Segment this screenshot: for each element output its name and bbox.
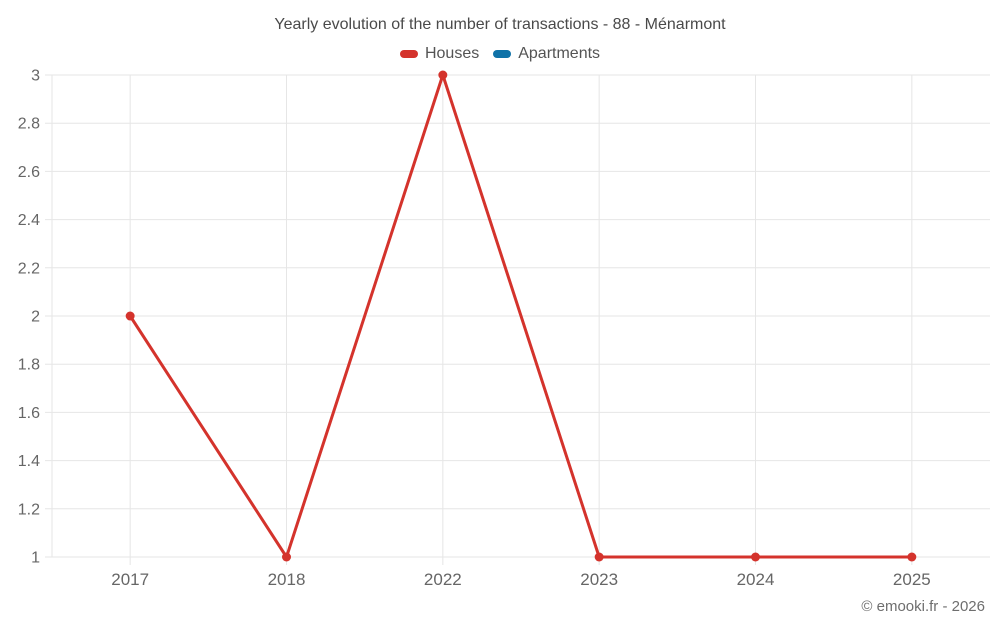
apartments-legend-label: Apartments [518,45,601,62]
series-line-houses [128,73,914,559]
x-axis-tick-label: 2022 [424,570,462,589]
x-axis-tick-label: 2023 [580,570,618,589]
chart-title: Yearly evolution of the number of transa… [274,16,726,33]
data-point-houses-2023[interactable] [594,552,604,562]
x-axis-tick-label: 2024 [737,570,775,589]
x-axis-tick-label: 2025 [893,570,931,589]
data-point-houses-2024[interactable] [751,552,760,562]
y-axis-tick-label: 1.4 [18,453,40,470]
y-axis-tick-label: 2.6 [18,164,40,181]
data-point-houses-2018[interactable] [282,552,291,562]
data-point-houses-2022[interactable] [438,70,448,80]
y-axis-tick-label: 2.4 [18,212,40,229]
legend-item-houses[interactable]: Houses [399,45,480,63]
y-axis-tick-label: 1 [31,550,40,567]
x-axis-tick-label: 2018 [268,570,306,589]
x-axis-tick-label: 2017 [111,570,149,589]
y-axis-tick-label: 1.6 [18,405,40,422]
data-point-houses-2017[interactable] [125,311,135,321]
houses-legend-label: Houses [424,45,480,62]
y-axis-tick-label: 1.8 [18,357,40,374]
legend-item-apartments[interactable]: Apartments [493,45,600,63]
y-axis-tick-label: 3 [31,68,40,85]
houses-legend-swatch-icon [399,50,418,58]
y-axis-tick-label: 2.2 [18,260,40,277]
y-axis-tick-label: 2 [31,309,40,326]
legend: Houses Apartments [0,45,1000,63]
data-point-houses-2025[interactable] [907,552,917,562]
y-axis-tick-label: 2.8 [18,116,40,133]
credit-text: © emooki.fr - 2026 [861,598,985,615]
apartments-legend-swatch-icon [493,50,512,58]
y-axis-tick-label: 1.2 [18,501,40,518]
